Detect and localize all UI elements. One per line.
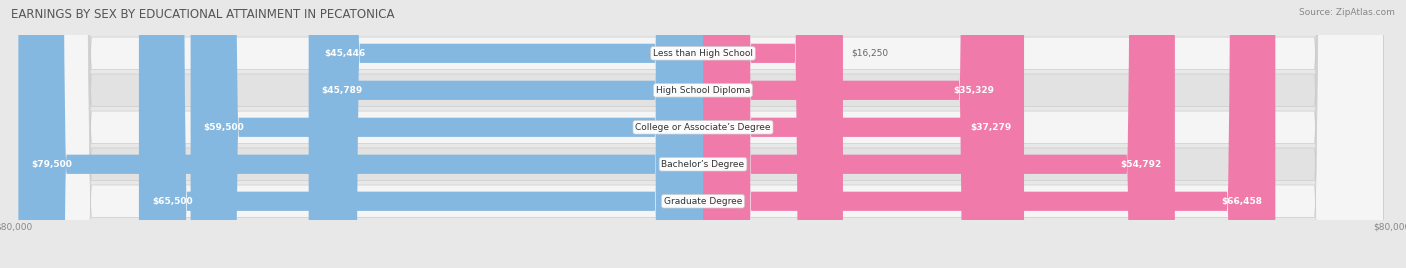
Text: $45,789: $45,789: [322, 86, 363, 95]
Text: Source: ZipAtlas.com: Source: ZipAtlas.com: [1299, 8, 1395, 17]
Text: High School Diploma: High School Diploma: [655, 86, 751, 95]
Text: EARNINGS BY SEX BY EDUCATIONAL ATTAINMENT IN PECATONICA: EARNINGS BY SEX BY EDUCATIONAL ATTAINMEN…: [11, 8, 395, 21]
FancyBboxPatch shape: [703, 0, 844, 268]
FancyBboxPatch shape: [703, 0, 1175, 268]
FancyBboxPatch shape: [139, 0, 703, 268]
Text: $16,250: $16,250: [852, 49, 889, 58]
FancyBboxPatch shape: [703, 0, 1275, 268]
FancyBboxPatch shape: [191, 0, 703, 268]
Text: Graduate Degree: Graduate Degree: [664, 197, 742, 206]
FancyBboxPatch shape: [18, 0, 703, 268]
FancyBboxPatch shape: [22, 0, 1384, 268]
Text: $66,458: $66,458: [1222, 197, 1263, 206]
Text: $54,792: $54,792: [1121, 160, 1161, 169]
Text: $37,279: $37,279: [970, 123, 1011, 132]
FancyBboxPatch shape: [703, 0, 1024, 268]
Text: $45,446: $45,446: [325, 49, 366, 58]
FancyBboxPatch shape: [22, 0, 1384, 268]
Text: $35,329: $35,329: [953, 86, 994, 95]
Text: Bachelor’s Degree: Bachelor’s Degree: [661, 160, 745, 169]
FancyBboxPatch shape: [22, 0, 1384, 268]
FancyBboxPatch shape: [22, 0, 1384, 268]
Text: Less than High School: Less than High School: [652, 49, 754, 58]
Text: College or Associate’s Degree: College or Associate’s Degree: [636, 123, 770, 132]
FancyBboxPatch shape: [309, 0, 703, 268]
FancyBboxPatch shape: [22, 0, 1384, 268]
Text: $65,500: $65,500: [152, 197, 193, 206]
FancyBboxPatch shape: [312, 0, 703, 268]
FancyBboxPatch shape: [703, 0, 1007, 268]
Text: $59,500: $59,500: [204, 123, 245, 132]
Text: $79,500: $79,500: [31, 160, 72, 169]
